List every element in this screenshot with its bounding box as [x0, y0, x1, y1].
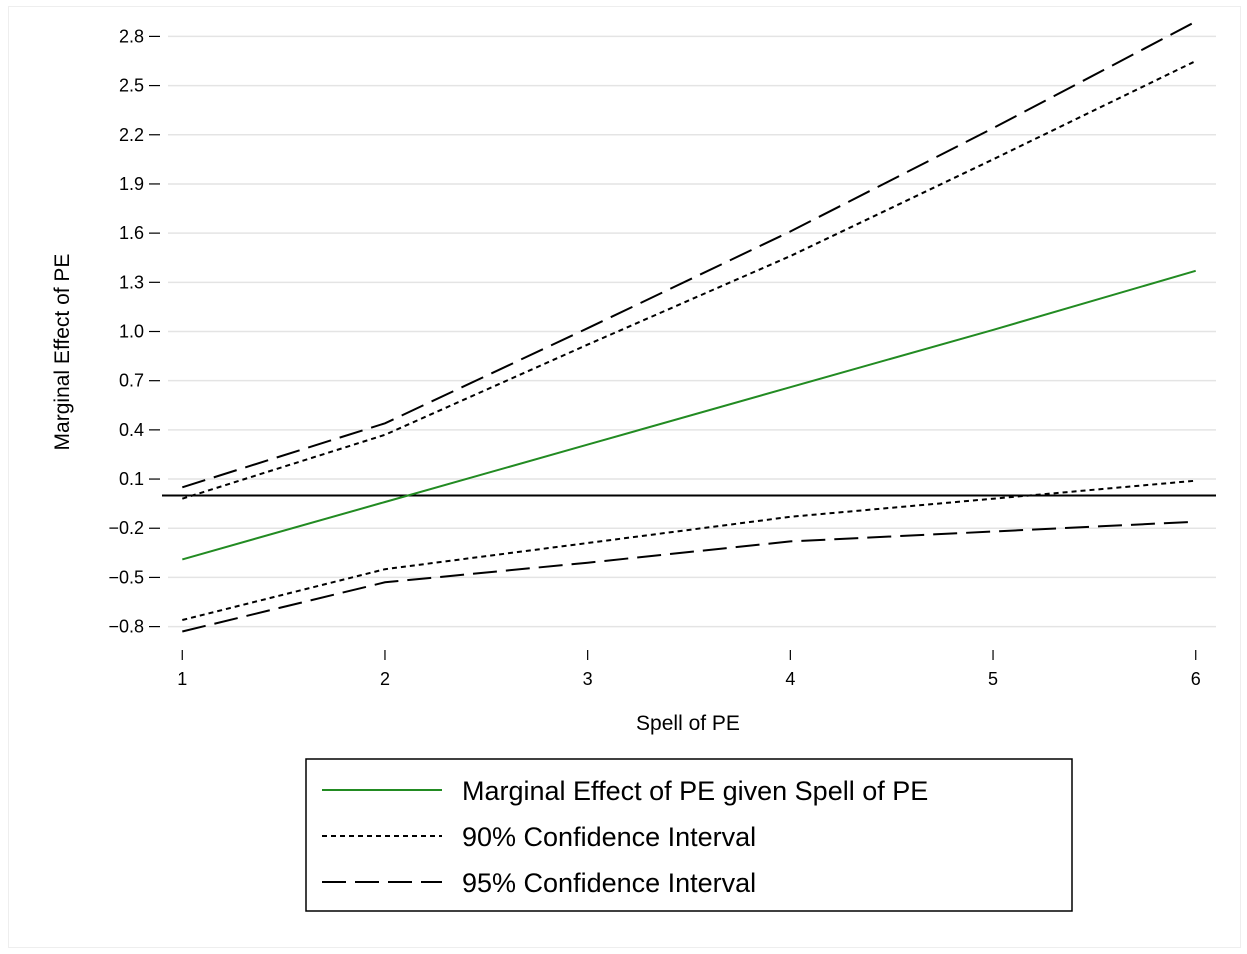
x-tick-label: 5	[988, 669, 998, 689]
y-tick-label: 1.3	[119, 272, 144, 292]
x-tick-label: 6	[1191, 669, 1201, 689]
ci95-line	[182, 520, 1196, 633]
y-axis: −0.8 −0.5 −0.2 0.1 0.4 0.7 1.0 1.3 1.6 1.9 2.2 2.5 2…	[108, 26, 160, 637]
y-tick-label: 0.1	[119, 469, 144, 489]
y-tick-label: 1.0	[119, 322, 144, 342]
y-tick-label: −0.8	[108, 617, 144, 637]
x-tick-label: 4	[785, 669, 795, 689]
ci90-line	[182, 479, 1196, 621]
y-axis-title: Marginal Effect of PE	[51, 254, 74, 451]
x-axis: 1 2 3 4 5 6	[177, 650, 1201, 689]
x-tick-label: 1	[177, 669, 187, 689]
x-tick-label: 2	[380, 669, 390, 689]
ci95-line	[181, 20, 1197, 489]
legend: Marginal Effect of PE given Spell of PE 9…	[305, 758, 1073, 912]
grid-lines	[168, 35, 1216, 628]
marginal-effect-line	[182, 269, 1196, 561]
x-tick-label: 3	[583, 669, 593, 689]
series-lines	[181, 20, 1197, 633]
ci90-line	[181, 60, 1197, 500]
y-tick-label: 2.2	[119, 125, 144, 145]
y-tick-label: 2.5	[119, 76, 144, 96]
y-tick-label: −0.5	[108, 567, 144, 587]
legend-label: 90% Confidence Interval	[462, 822, 756, 852]
legend-label: 95% Confidence Interval	[462, 868, 756, 898]
y-tick-label: 0.4	[119, 420, 144, 440]
x-axis-title: Spell of PE	[636, 712, 740, 735]
y-tick-label: 0.7	[119, 371, 144, 391]
y-tick-label: 1.6	[119, 223, 144, 243]
legend-label: Marginal Effect of PE given Spell of PE	[462, 776, 928, 806]
y-tick-label: 2.8	[119, 26, 144, 46]
y-tick-label: 1.9	[119, 174, 144, 194]
y-tick-label: −0.2	[108, 518, 144, 538]
